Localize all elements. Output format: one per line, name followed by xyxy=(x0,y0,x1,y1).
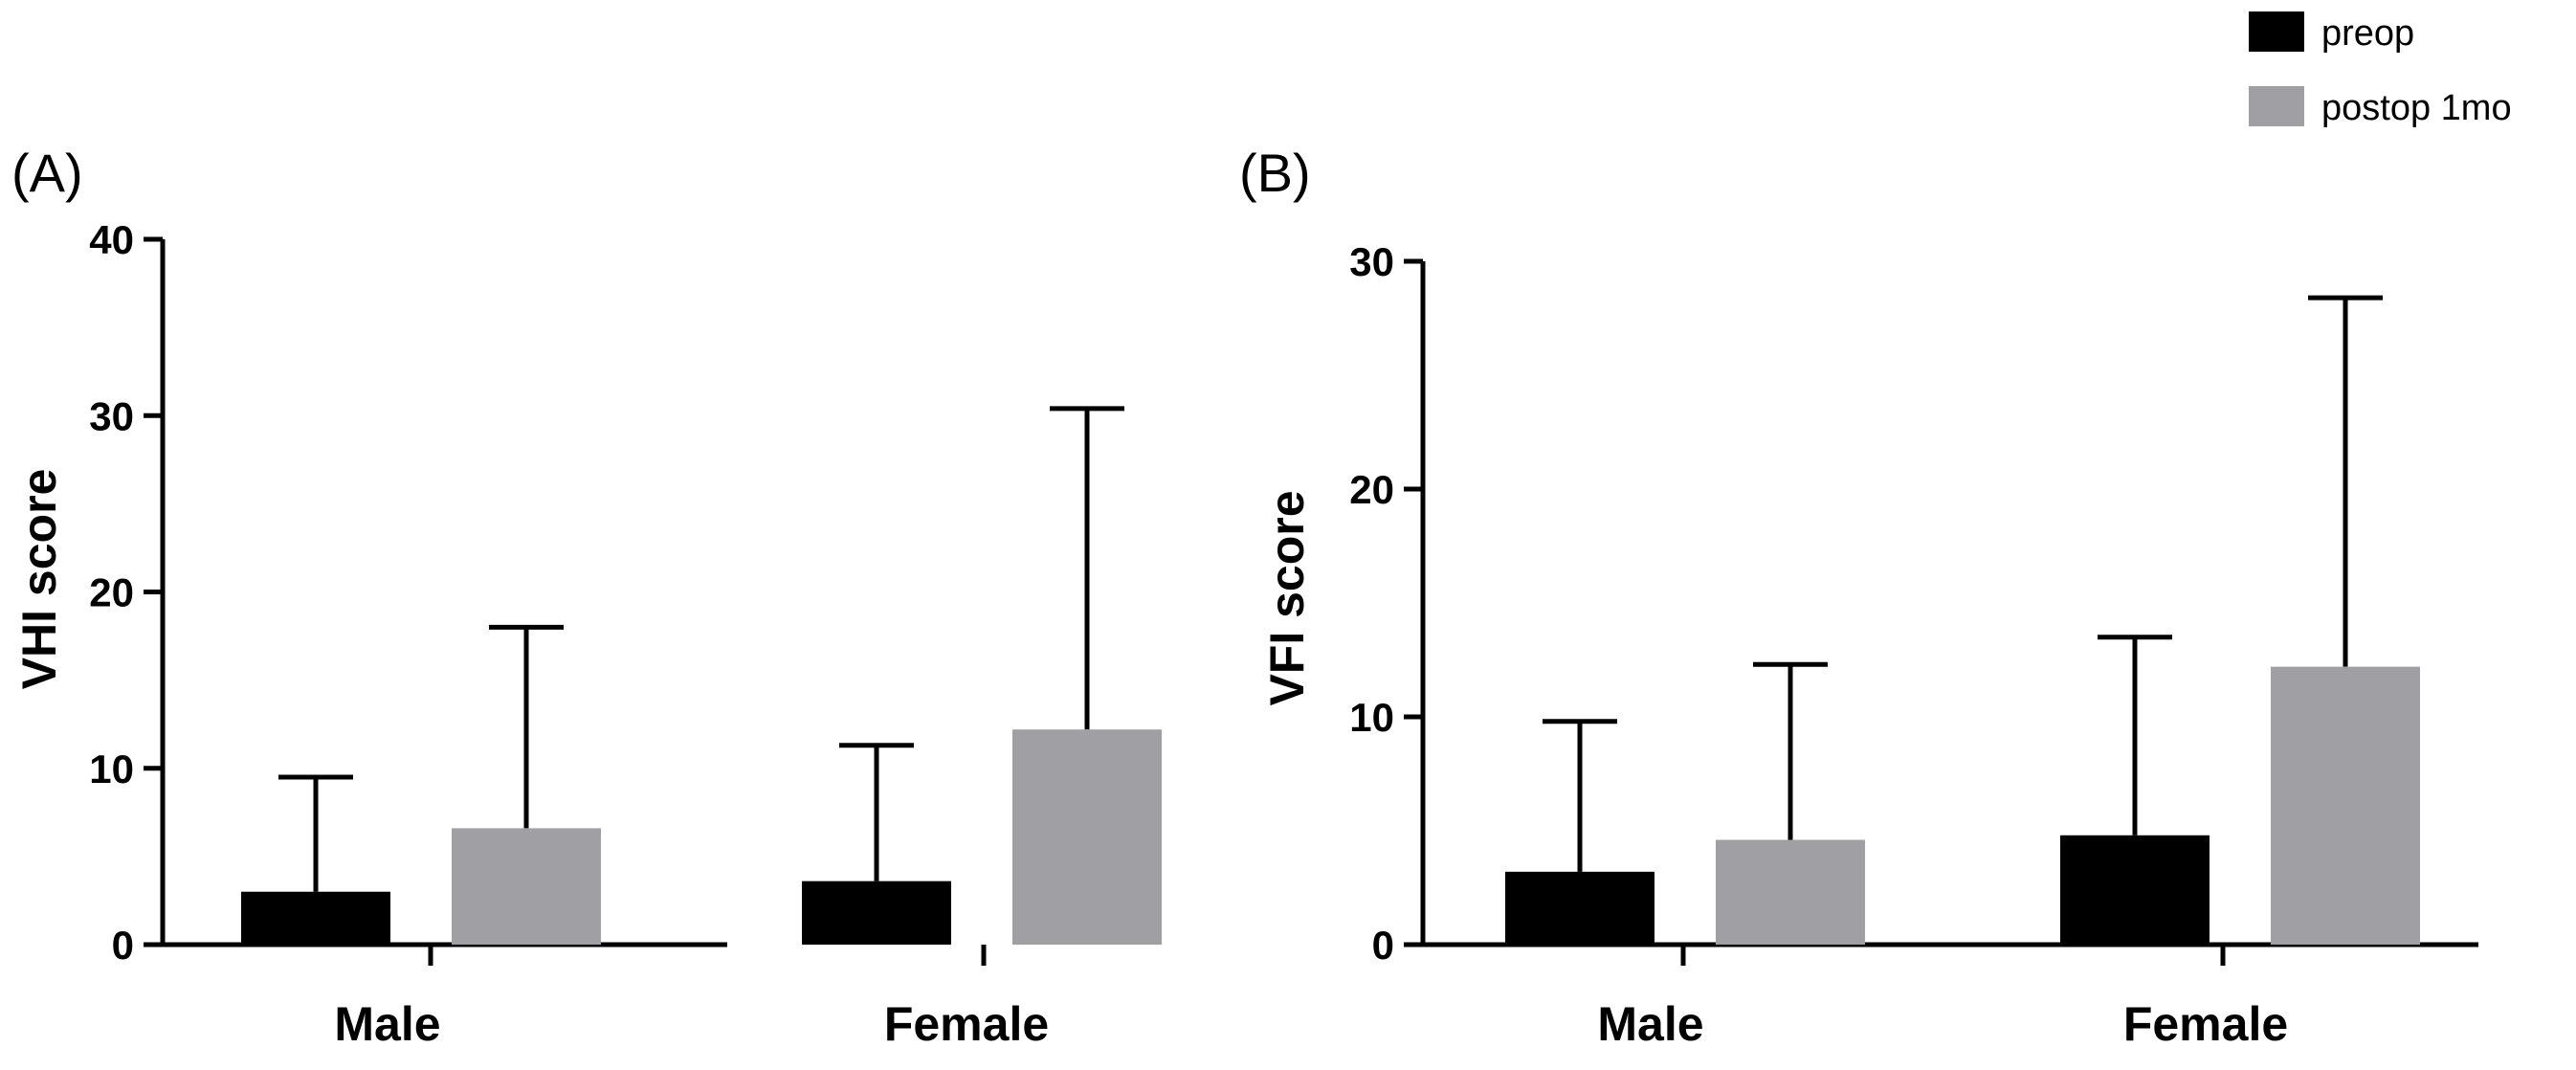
panel-a-bar-preop-female xyxy=(802,881,951,945)
panel-b-bar-preop-female xyxy=(2060,835,2210,945)
panel-b-y-axis-title: VFI score xyxy=(1260,490,1314,705)
panel-a-bar-postop-1mo-female xyxy=(1012,729,1162,945)
panel-a-bar-postop-1mo-male xyxy=(452,828,601,945)
panel-a-category-label-male: Male xyxy=(334,997,440,1051)
panel-b-bar-preop-male xyxy=(1505,871,1654,945)
panel-a-y-tick-label: 0 xyxy=(112,923,134,968)
panel-b-bars xyxy=(1505,295,2420,945)
panel-a-y-tick-label: 10 xyxy=(89,747,134,791)
panel-a-y-tick-label: 20 xyxy=(89,570,134,615)
panel-a-bar-preop-male xyxy=(241,891,390,945)
legend-swatch-postop xyxy=(2249,86,2304,126)
panel-a-label: (A) xyxy=(11,143,83,203)
panel-a-bars xyxy=(241,406,1162,945)
panel-a-y-tick-label: 30 xyxy=(89,393,134,438)
panel-a-category-label-female: Female xyxy=(884,997,1049,1051)
legend-label-postop: postop 1mo xyxy=(2321,88,2512,128)
panel-a-y-tick-label: 40 xyxy=(89,217,134,262)
legend-swatch-preop xyxy=(2249,11,2304,52)
panel-b-y-tick-label: 20 xyxy=(1349,467,1394,512)
legend-label-preop: preop xyxy=(2321,13,2414,54)
panel-a-vhi: (A) VHI score 0 10 20 30 40 Male Female xyxy=(11,143,1162,1051)
panel-b-y-tick-label: 0 xyxy=(1372,923,1394,968)
panel-a-axes: 0 10 20 30 40 Male Female xyxy=(89,217,1049,1051)
panel-b-y-tick-label: 30 xyxy=(1349,239,1394,284)
panel-b-bar-postop-1mo-female xyxy=(2271,666,2420,945)
panel-b-bar-postop-1mo-male xyxy=(1716,839,1865,945)
panel-a-y-axis-title: VHI score xyxy=(12,469,66,690)
panel-b-category-label-female: Female xyxy=(2123,997,2288,1051)
panel-b-label: (B) xyxy=(1239,143,1311,203)
panel-b-category-label-male: Male xyxy=(1597,997,1703,1051)
legend: preop postop 1mo xyxy=(2249,11,2512,128)
panel-b-vfi: (B) VFI score 0 10 20 30 Male Female xyxy=(1239,143,2478,1051)
panel-b-y-tick-label: 10 xyxy=(1349,695,1394,740)
